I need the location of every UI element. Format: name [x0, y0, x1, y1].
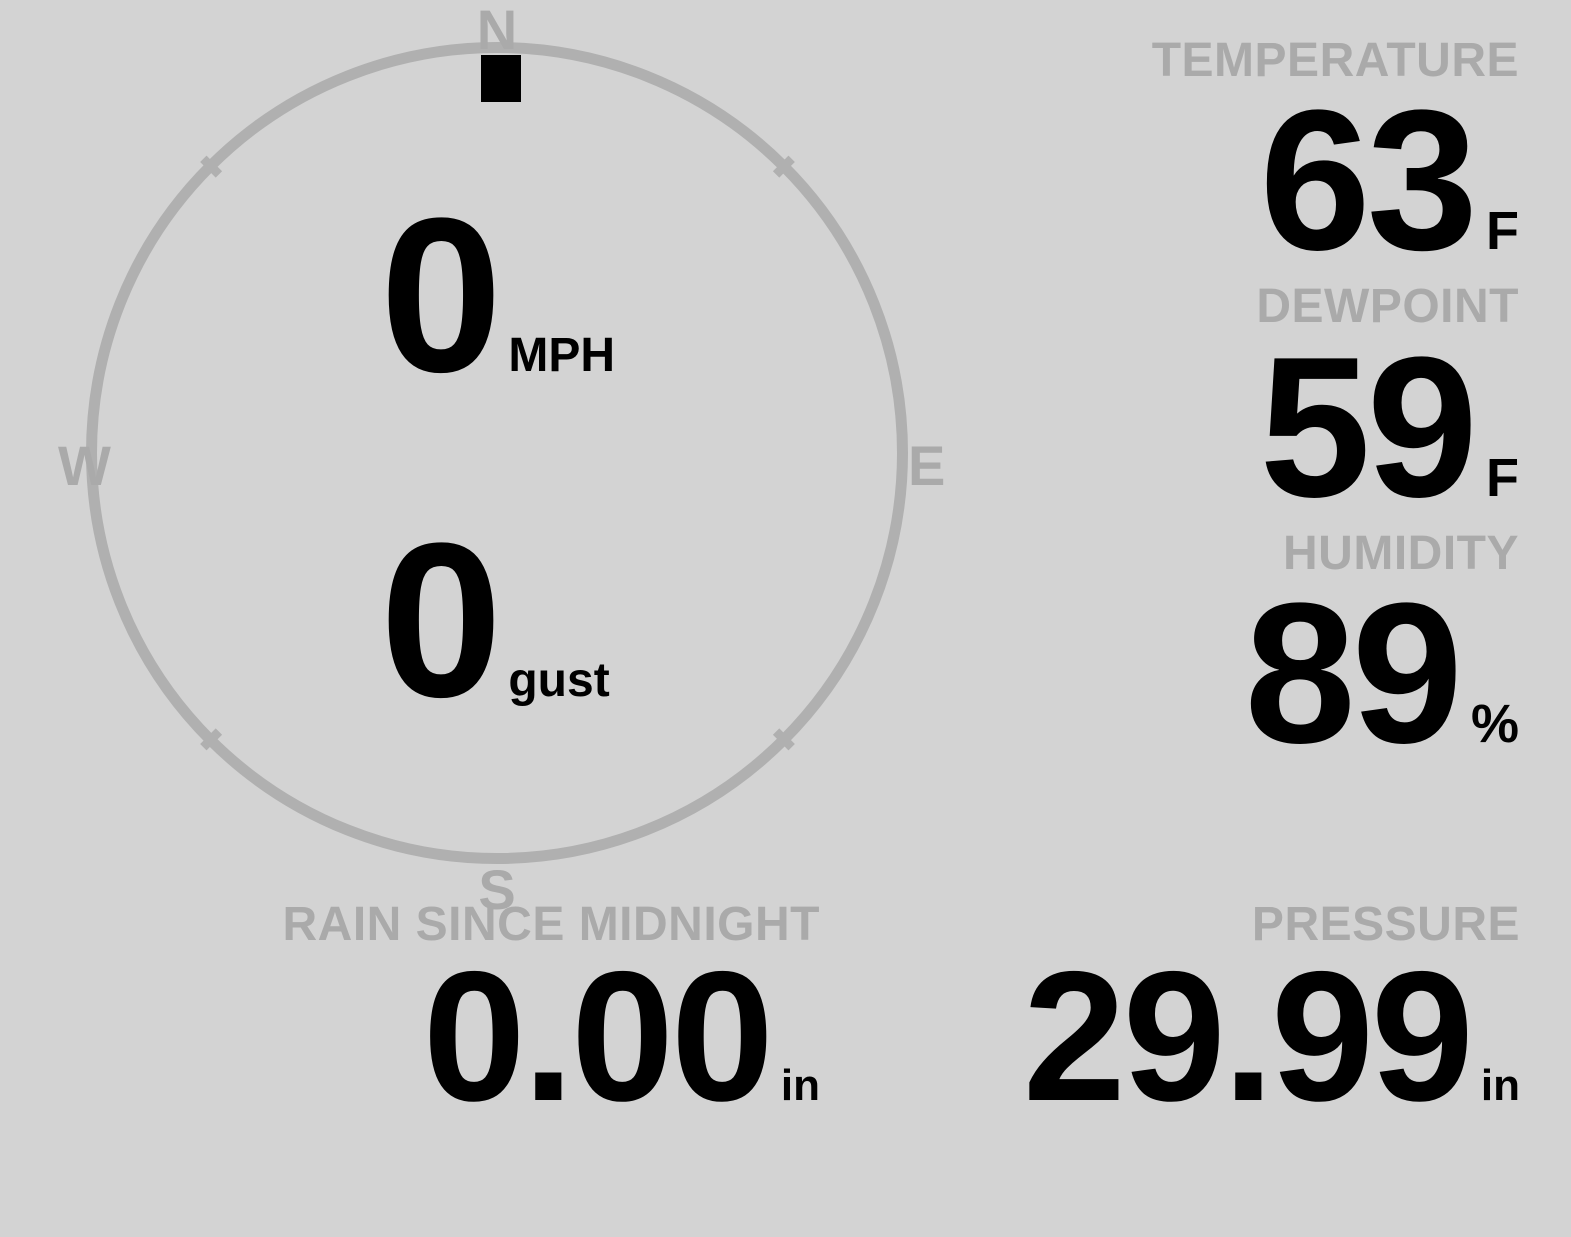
metric-dewpoint-unit: F [1486, 447, 1519, 508]
metric-humidity-value: 89 [1244, 562, 1463, 786]
wind-gust-unit: gust [508, 654, 610, 707]
metric-pressure-value: 29.99 [1022, 934, 1474, 1141]
metric-dewpoint-label: DEWPOINT [1256, 280, 1519, 334]
metric-rain-unit: in [780, 1061, 820, 1111]
metric-temperature-value-row: 63 F [1049, 69, 1519, 293]
metric-pressure: PRESSURE 29.99 in [860, 898, 1520, 1141]
compass-tick-northwest [199, 155, 222, 178]
bottom-row: RAIN SINCE MIDNIGHT 0.00 in PRESSURE 29.… [0, 898, 1571, 1160]
compass-label-west: W [58, 434, 111, 497]
metric-humidity: HUMIDITY 89 % [1049, 526, 1519, 786]
compass-label-south: S [478, 858, 516, 921]
compass-tick-southwest [199, 728, 222, 751]
wind-speed-value: 0 [380, 172, 502, 418]
wind-gust-value: 0 [380, 497, 502, 743]
metric-dewpoint-value: 59 [1259, 315, 1478, 539]
wind-speed-unit: MPH [508, 329, 616, 382]
wind-compass-panel: N E S W 0 MPH 0 gust [0, 0, 1000, 918]
wind-speed-readout: 0 MPH [380, 185, 615, 405]
metric-temperature: TEMPERATURE 63 F [1049, 34, 1519, 293]
compass-tick-northeast [772, 155, 795, 178]
metric-temperature-unit: F [1486, 201, 1519, 262]
metric-temperature-value: 63 [1259, 69, 1478, 293]
compass-ring [86, 42, 908, 864]
metric-humidity-label: HUMIDITY [1283, 526, 1519, 580]
metric-rain-value: 0.00 [422, 934, 774, 1141]
metric-pressure-label: PRESSURE [1251, 898, 1520, 951]
compass-label-north: N [476, 0, 518, 61]
metric-dewpoint: DEWPOINT 59 F [1049, 280, 1519, 539]
compass-tick-southeast [772, 728, 795, 751]
metric-pressure-value-row: 29.99 in [860, 934, 1520, 1141]
metric-humidity-unit: % [1470, 694, 1519, 755]
compass-label-east: E [908, 434, 946, 497]
metric-humidity-value-row: 89 % [1049, 562, 1519, 786]
metric-rain-value-row: 0.00 in [190, 934, 820, 1141]
metrics-column: TEMPERATURE 63 F DEWPOINT 59 F HUMIDITY … [1049, 34, 1519, 786]
metric-dewpoint-value-row: 59 F [1049, 315, 1519, 539]
wind-gust-readout: 0 gust [380, 510, 610, 730]
metric-pressure-unit: in [1480, 1061, 1520, 1111]
metric-rain: RAIN SINCE MIDNIGHT 0.00 in [190, 898, 821, 1141]
metric-rain-label: RAIN SINCE MIDNIGHT [282, 898, 820, 951]
wind-direction-marker [481, 55, 521, 102]
metric-temperature-label: TEMPERATURE [1151, 34, 1519, 87]
